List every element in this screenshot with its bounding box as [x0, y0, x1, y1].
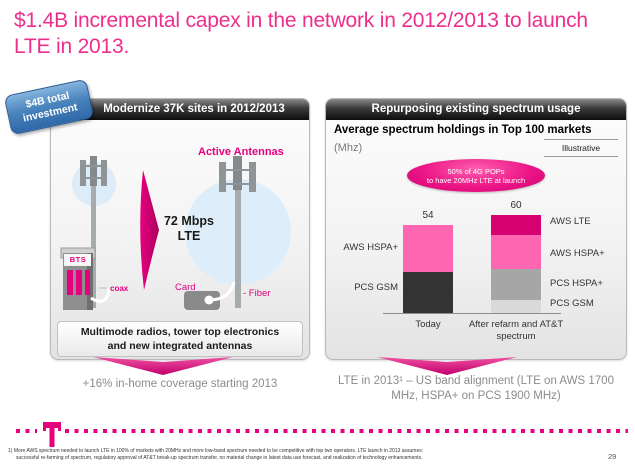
fiber-label: - Fiber [243, 288, 271, 299]
spectrum-panel: Repurposing existing spectrum usage Aver… [325, 98, 627, 360]
bar-today [403, 224, 453, 313]
speed-line2: LTE [177, 229, 201, 243]
left-takeaway-text: +16% in-home coverage starting 2013 [82, 378, 278, 390]
speed-line1: 72 Mbps [163, 214, 214, 228]
right-takeaway-line2: MHz, HSPA+ on PCS 1900 MHz) [391, 390, 561, 402]
footnote-line2: successful re-farming of spectrum, regul… [16, 454, 423, 461]
t-mobile-logo-icon [43, 422, 61, 447]
chart-axis-line [383, 313, 561, 314]
callout-line2: to have 20MHz LTE at launch [426, 175, 526, 185]
segment-label-aws-hspa-today: AWS HSPA+ [343, 242, 398, 253]
illustrative-tag: Illustrative [544, 139, 618, 157]
lte-speed-label: 72 Mbps LTE [156, 214, 222, 244]
slide-title: $1.4B incremental capex in the network i… [14, 9, 588, 58]
bar-after-refarm [491, 215, 541, 313]
callout-line1: 50% of 4G POPs [447, 166, 505, 176]
bar-segment-pcs-hspa- [491, 269, 541, 300]
bar-segment-aws-hspa- [403, 224, 453, 273]
card-label: Card [175, 282, 196, 293]
segment-label-pcs-gsm-after: PCS GSM [550, 298, 594, 309]
footnote-line1: 1) More AWS spectrum needed to launch LT… [8, 448, 424, 454]
segment-label-aws-lte: AWS LTE [550, 216, 591, 227]
coax-label: coax [110, 284, 129, 293]
chart-unit-label: (Mhz) [334, 142, 363, 154]
right-down-arrow-icon [377, 357, 517, 375]
bar-total-today: 54 [422, 209, 434, 221]
bar-segment-aws-lte [491, 215, 541, 235]
multimode-note-box: Multimode radios, tower top electronics … [57, 321, 303, 357]
bar-segment-aws-hspa- [491, 234, 541, 269]
bar-total-after: 60 [510, 200, 522, 212]
footer-dotted-line-left [16, 429, 37, 433]
modernize-sites-panel: Modernize 37K sites in 2012/2013 [50, 98, 310, 360]
category-label-after: After refarm and AT&T spectrum [468, 319, 564, 342]
segment-label-aws-hspa-after: AWS HSPA+ [550, 248, 605, 259]
lte-pops-callout: 50% of 4G POPs to have 20MHz LTE at laun… [407, 159, 545, 192]
category-label-today: Today [415, 319, 441, 330]
right-panel-header: Repurposing existing spectrum usage [326, 99, 626, 120]
footer-dotted-line-right [65, 429, 628, 433]
active-antennas-label: Active Antennas [198, 146, 284, 158]
right-takeaway-line1: LTE in 2013¹ – US band alignment (LTE on… [338, 375, 614, 387]
bar-segment-pcs-gsm [403, 272, 453, 313]
segment-label-pcs-hspa-after: PCS HSPA+ [550, 278, 603, 289]
multimode-line1: Multimode radios, tower top electronics [80, 326, 280, 338]
bar-segment-pcs-gsm [491, 300, 541, 313]
bts-label: BTS [69, 255, 87, 264]
site-modernization-illustration [60, 156, 291, 310]
page-number: 29 [608, 452, 617, 461]
multimode-line2: and new integrated antennas [107, 340, 253, 352]
left-panel-header: Modernize 37K sites in 2012/2013 [51, 99, 309, 120]
footnote: 1) More AWS spectrum needed to launch LT… [8, 448, 608, 461]
left-down-arrow-icon [93, 357, 233, 375]
chart-title: Average spectrum holdings in Top 100 mar… [334, 124, 592, 136]
right-takeaway-text: LTE in 2013¹ – US band alignment (LTE on… [330, 374, 622, 404]
segment-label-pcs-gsm-today: PCS GSM [354, 282, 398, 293]
